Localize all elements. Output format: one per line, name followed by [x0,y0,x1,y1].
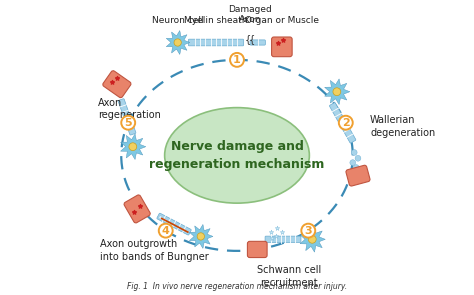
Circle shape [339,116,353,130]
Text: Wallerian
degeneration: Wallerian degeneration [370,115,436,138]
Circle shape [350,160,356,165]
Point [273,225,281,230]
Text: Neuron cell: Neuron cell [152,16,203,25]
Text: Fig. 1  In vivo nerve regeneration mechanism after injury.: Fig. 1 In vivo nerve regeneration mechan… [127,282,347,291]
Polygon shape [300,227,325,252]
Text: Schwann cell
recruitment: Schwann cell recruitment [257,266,321,288]
Point [113,76,121,80]
FancyBboxPatch shape [188,39,244,46]
Circle shape [355,155,361,161]
Ellipse shape [164,108,310,203]
Point [108,79,116,84]
Circle shape [121,116,135,130]
Point [170,223,177,228]
Text: 5: 5 [124,118,132,128]
Circle shape [159,224,173,237]
Text: {: { [244,34,250,44]
Point [278,230,286,235]
Point [267,230,275,235]
Text: 2: 2 [342,118,350,128]
Polygon shape [166,30,190,55]
Circle shape [197,233,204,240]
Point [161,217,168,222]
Point [268,235,275,240]
FancyBboxPatch shape [329,103,356,143]
FancyBboxPatch shape [157,213,191,235]
Point [279,38,286,42]
Point [130,209,138,214]
FancyBboxPatch shape [247,241,267,258]
Circle shape [129,143,137,151]
FancyBboxPatch shape [124,195,150,223]
Text: Damaged
Axon: Damaged Axon [228,5,272,24]
Text: Axon
regeneration: Axon regeneration [98,98,161,120]
Point [165,220,173,225]
Text: Nerve damage and
regeneration mechanism: Nerve damage and regeneration mechanism [149,140,325,171]
FancyBboxPatch shape [250,40,265,45]
Polygon shape [325,79,350,104]
Circle shape [230,53,244,67]
Circle shape [333,88,341,96]
Text: Myelin sheath: Myelin sheath [183,16,247,25]
Circle shape [351,150,357,155]
Text: 3: 3 [304,226,312,236]
Circle shape [353,165,359,171]
Polygon shape [190,224,213,248]
FancyBboxPatch shape [265,236,301,242]
Polygon shape [120,134,146,160]
Circle shape [174,39,182,46]
Point [156,214,164,219]
Text: {: { [248,34,255,44]
FancyBboxPatch shape [118,99,136,135]
Circle shape [309,235,316,243]
Point [273,40,281,45]
Circle shape [301,224,315,237]
Text: 1: 1 [233,55,241,65]
Point [272,234,280,239]
FancyBboxPatch shape [346,165,370,186]
Text: 4: 4 [162,226,170,236]
Text: Organ or Muscle: Organ or Muscle [245,16,319,25]
FancyBboxPatch shape [272,37,292,57]
FancyBboxPatch shape [103,71,131,98]
Point [136,204,144,208]
Text: Axon outgrowth
into bands of Bungner: Axon outgrowth into bands of Bungner [100,239,208,262]
